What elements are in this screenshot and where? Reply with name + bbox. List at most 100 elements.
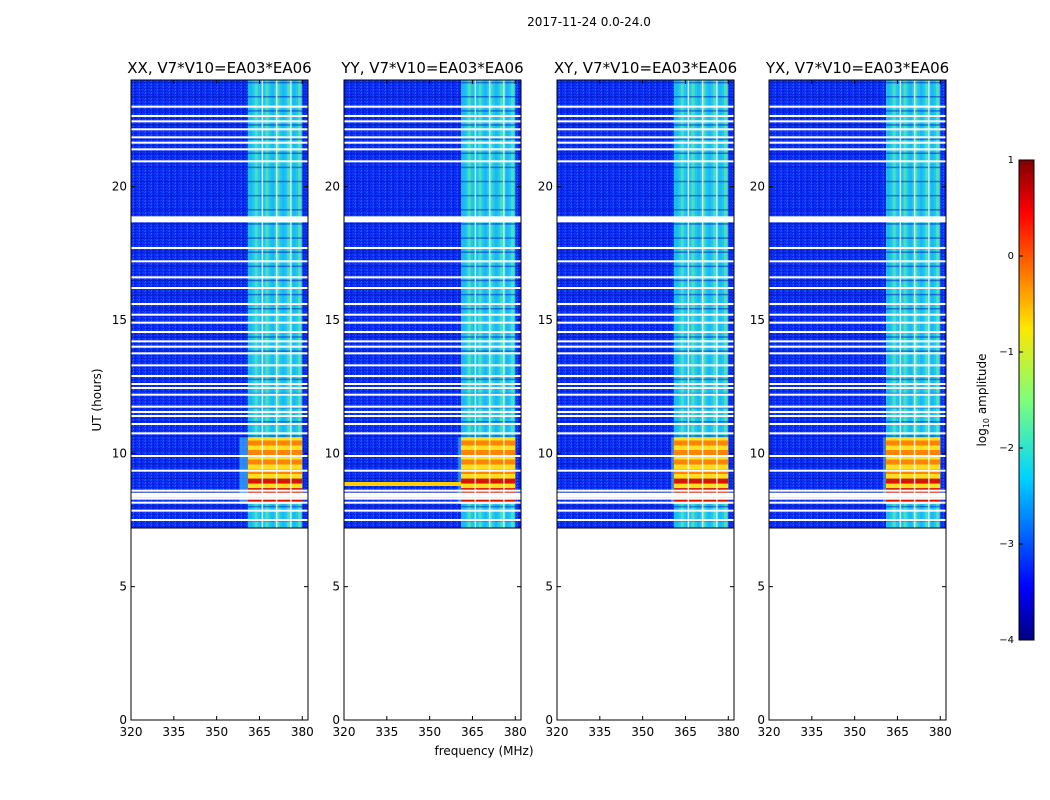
time-streak (769, 194, 946, 197)
rfi-hot-row (886, 450, 941, 455)
y-tick-label: 10 (112, 446, 127, 460)
time-streak (557, 293, 734, 296)
flagged-gap (344, 519, 521, 521)
flagged-gap (769, 411, 946, 413)
flagged-gap (769, 489, 946, 492)
flagged-gap (557, 260, 734, 263)
flagged-gap (557, 321, 734, 324)
flagged-gap (769, 160, 946, 163)
time-streak (344, 435, 521, 437)
flagged-gap (557, 497, 734, 500)
time-streak (769, 435, 946, 437)
x-tick-label: 380 (291, 725, 314, 739)
time-streak (131, 392, 308, 395)
x-tick-label: 380 (717, 725, 740, 739)
colorbar-tick-label: −3 (999, 539, 1014, 550)
flagged-gap-wide (131, 217, 308, 223)
flagged-gap (344, 455, 521, 457)
flagged-gap-wide (769, 217, 946, 223)
flagged-gap (769, 375, 946, 377)
flagged-gap (769, 393, 946, 396)
flagged-gap (557, 313, 734, 316)
time-streak (131, 435, 308, 437)
flagged-gap (131, 276, 308, 279)
flagged-gap (131, 247, 308, 249)
time-streak (769, 166, 946, 169)
time-streak (557, 505, 734, 508)
flagged-gap (769, 120, 946, 123)
colorbar-tick-label: −2 (999, 443, 1014, 454)
rfi-hot-row (461, 459, 516, 465)
time-streak (557, 463, 734, 465)
flagged-gap (344, 387, 521, 389)
time-streak (131, 251, 308, 253)
time-streak (557, 223, 734, 225)
time-streak (557, 477, 734, 480)
time-streak (769, 279, 946, 282)
y-tick-label: 10 (750, 446, 765, 460)
time-streak (769, 180, 946, 183)
time-streak (557, 237, 734, 239)
x-tick-label: 380 (929, 725, 952, 739)
y-tick-label: 20 (538, 180, 553, 194)
flagged-gap (131, 331, 308, 333)
flagged-gap (557, 160, 734, 163)
y-tick-label: 15 (112, 313, 127, 327)
flagged-gap (557, 120, 734, 123)
flagged-gap (344, 105, 521, 108)
flagged-gap (769, 247, 946, 249)
flagged-gap (769, 519, 946, 521)
flagged-gap (344, 497, 521, 500)
flagged-gap (131, 313, 308, 316)
x-tick-label: 335 (800, 725, 823, 739)
panel-title: XX, V7*V10=EA03*EA06 (127, 59, 311, 77)
time-streak (131, 265, 308, 268)
flagged-gap (131, 148, 308, 151)
colorbar-tick-label: 1 (1008, 155, 1014, 166)
time-streak (344, 392, 521, 395)
panel-title: YX, V7*V10=EA03*EA06 (765, 59, 949, 77)
time-streak (131, 194, 308, 197)
flagged-gap (131, 411, 308, 413)
y-tick-label: 20 (112, 180, 127, 194)
rfi-hot-row (461, 450, 516, 455)
y-axis-label: UT (hours) (90, 368, 104, 431)
time-streak (769, 505, 946, 508)
flagged-gap (344, 364, 521, 367)
flagged-gap (769, 364, 946, 367)
flagged-gap (769, 345, 946, 348)
time-streak (344, 406, 521, 409)
flagged-gap (344, 276, 521, 279)
time-streak (769, 293, 946, 296)
flagged-gap (131, 321, 308, 324)
time-streak (344, 124, 521, 126)
rfi-hot-row (461, 478, 516, 484)
flagged-gap (769, 415, 946, 417)
time-streak (344, 449, 521, 451)
flagged-gap (131, 489, 308, 492)
time-streak (557, 209, 734, 211)
x-tick-label: 350 (205, 725, 228, 739)
flagged-gap (557, 387, 734, 389)
flagged-gap (769, 405, 946, 408)
flagged-gap (344, 432, 521, 435)
flagged-gap (131, 287, 308, 289)
flagged-gap (344, 415, 521, 417)
flagged-gap (344, 352, 521, 355)
time-streak (344, 166, 521, 169)
time-streak (131, 279, 308, 282)
time-streak (769, 110, 946, 112)
time-streak (131, 378, 308, 381)
flagged-gap (557, 423, 734, 425)
flagged-gap-wide (344, 492, 521, 498)
time-streak (131, 152, 308, 155)
flagged-gap (769, 383, 946, 385)
flagged-gap (557, 411, 734, 413)
time-streak (769, 223, 946, 225)
flagged-gap (344, 405, 521, 408)
x-tick-label: 365 (886, 725, 909, 739)
y-tick-label: 0 (545, 713, 553, 727)
y-tick-label: 10 (325, 446, 340, 460)
time-streak (344, 194, 521, 197)
time-streak (131, 505, 308, 508)
